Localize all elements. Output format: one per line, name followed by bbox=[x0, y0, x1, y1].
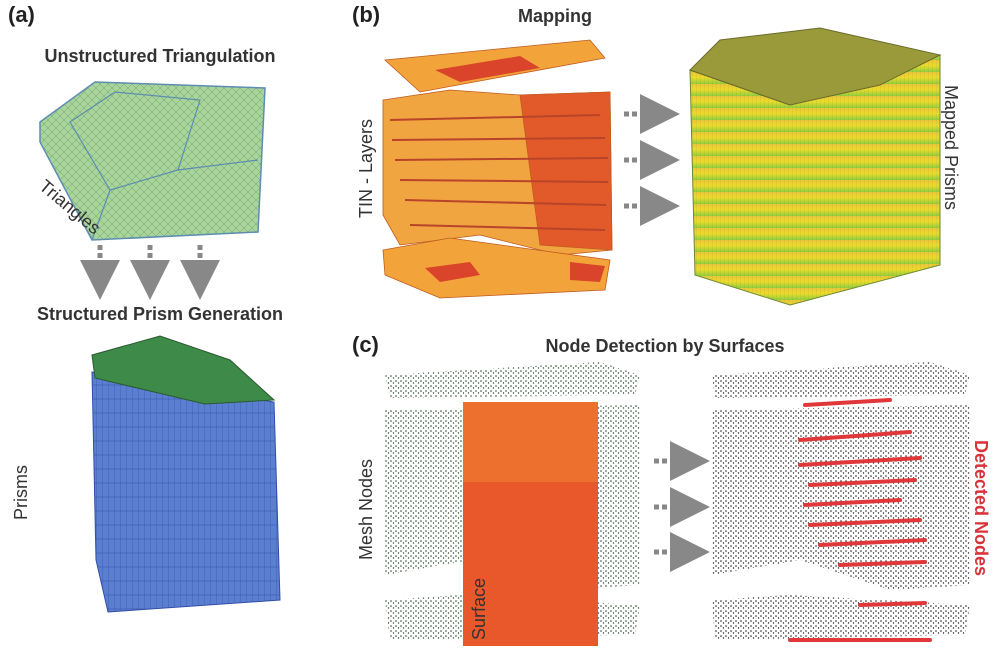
surface-shade bbox=[463, 402, 598, 482]
tin-layers bbox=[383, 40, 612, 298]
panel-a: (a) Unstructured Triangulation Triangles… bbox=[8, 2, 283, 612]
side-label: Prisms bbox=[11, 465, 31, 520]
arrows bbox=[654, 461, 690, 552]
figure: (a) Unstructured Triangulation Triangles… bbox=[0, 0, 997, 651]
surface-label: Surface bbox=[469, 578, 489, 640]
panel-c: (c) Node Detection by Surfaces Mesh Node… bbox=[352, 332, 991, 646]
panel-title: Unstructured Triangulation bbox=[44, 46, 275, 66]
side-label: TIN - Layers bbox=[356, 119, 376, 218]
side-label: Mapped Prisms bbox=[941, 85, 961, 210]
prism-volume bbox=[92, 372, 280, 612]
panel-b: (b) Mapping TIN - Layers Mapped Prisms bbox=[352, 2, 961, 305]
side-label: Mesh Nodes bbox=[356, 459, 376, 560]
panel-label: (c) bbox=[352, 332, 379, 357]
panel-title: Node Detection by Surfaces bbox=[545, 336, 784, 356]
panel-title: Mapping bbox=[518, 6, 592, 26]
arrows bbox=[100, 245, 200, 280]
side-label: Detected Nodes bbox=[971, 440, 991, 576]
panel-subtitle: Structured Prism Generation bbox=[37, 304, 283, 324]
arrows bbox=[624, 114, 660, 206]
panel-label: (b) bbox=[352, 2, 380, 27]
panel-label: (a) bbox=[8, 2, 35, 27]
